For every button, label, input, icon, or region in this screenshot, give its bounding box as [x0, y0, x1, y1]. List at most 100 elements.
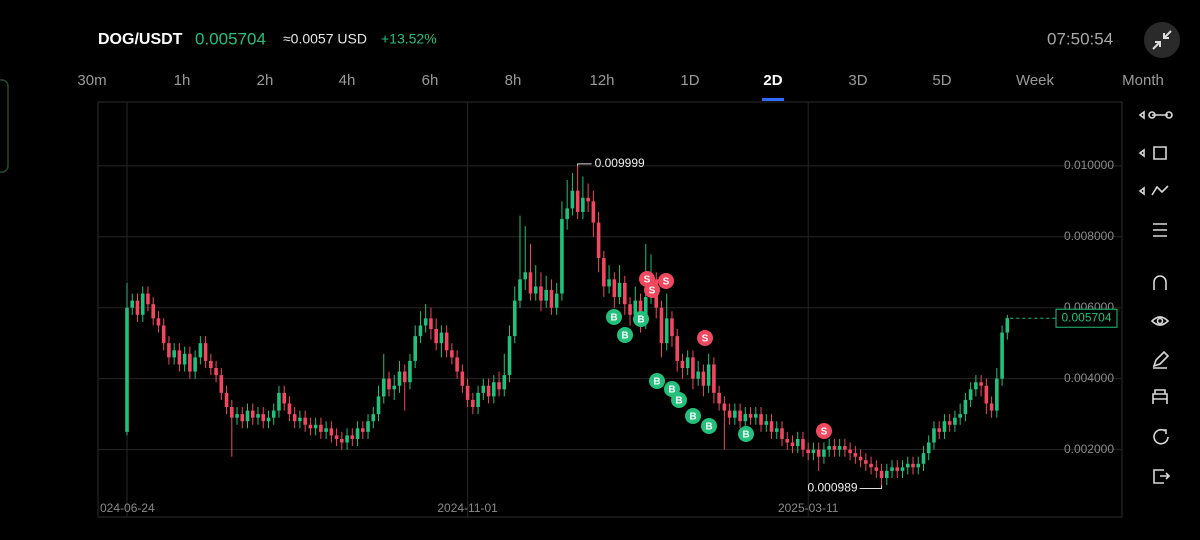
- icon: [1152, 30, 1172, 50]
- timeframe-tab[interactable]: Week: [1016, 72, 1055, 89]
- candle-body: [308, 424, 313, 429]
- high-connector: [577, 163, 592, 166]
- trade-marker[interactable]: S: [658, 273, 674, 289]
- tool-eye[interactable]: [1150, 316, 1170, 326]
- timeframe-tab[interactable]: 5D: [932, 72, 951, 89]
- trade-marker[interactable]: S: [816, 423, 832, 439]
- candle-body: [361, 428, 365, 432]
- candle-body: [523, 272, 528, 280]
- candle-body: [235, 414, 239, 418]
- candle-body: [659, 307, 664, 344]
- tool-fib[interactable]: [1138, 185, 1169, 196]
- candle-body: [748, 414, 753, 418]
- high-label: 0.009999: [595, 156, 645, 170]
- candle-body: [727, 410, 732, 418]
- trade-marker[interactable]: B: [633, 311, 649, 327]
- candle-body: [392, 385, 397, 390]
- candle-body: [539, 286, 543, 301]
- trade-marker[interactable]: S: [697, 330, 713, 346]
- trade-marker[interactable]: B: [649, 373, 665, 389]
- button-bg: [1144, 22, 1180, 58]
- candle-body: [135, 300, 140, 315]
- candle-body: [947, 421, 952, 425]
- tool-shape[interactable]: [1138, 146, 1167, 160]
- trade-marker[interactable]: B: [701, 418, 717, 434]
- timeframe-tab[interactable]: 3D: [848, 72, 867, 89]
- y-tick-label: 0.002000: [1064, 442, 1114, 456]
- candle-body: [895, 467, 900, 471]
- timeframe-tab[interactable]: 30m: [77, 72, 106, 89]
- candle-body: [926, 442, 931, 454]
- timeframe-tab[interactable]: 1D: [680, 72, 699, 89]
- trade-marker[interactable]: B: [617, 327, 633, 343]
- candle-body: [733, 410, 737, 418]
- candle-body: [774, 428, 779, 432]
- candle-body: [245, 410, 250, 422]
- candle-body: [769, 421, 774, 432]
- candle-body: [827, 446, 831, 450]
- candle-body: [334, 435, 339, 439]
- candle-body: [172, 350, 176, 358]
- candle-body: [209, 360, 213, 369]
- timeframe-tab[interactable]: 1h: [174, 72, 191, 89]
- timeframe-tab[interactable]: Month: [1122, 72, 1164, 89]
- trade-marker[interactable]: B: [671, 392, 687, 408]
- candle-body: [528, 272, 533, 294]
- candle-body: [675, 336, 679, 361]
- trade-marker-label: B: [668, 385, 675, 396]
- tool-draw[interactable]: [1152, 350, 1170, 369]
- clock: 07:50:54: [1047, 29, 1113, 48]
- candle-body: [932, 428, 936, 443]
- candle-body: [355, 428, 360, 439]
- candle-body: [161, 325, 166, 344]
- plot-frame: [97, 101, 1123, 518]
- trade-marker[interactable]: B: [606, 309, 622, 325]
- candle-body: [612, 279, 617, 298]
- timeframe-tab[interactable]: 4h: [339, 72, 356, 89]
- candle-body: [816, 449, 821, 457]
- candle-body: [387, 378, 391, 390]
- tool-dot: [1148, 111, 1156, 119]
- pair[interactable]: DOG/USDT: [98, 31, 183, 48]
- timeframe-tab[interactable]: 6h: [422, 72, 439, 89]
- candle-body: [167, 343, 171, 358]
- candle-body: [701, 371, 706, 386]
- tool-lock[interactable]: [1152, 389, 1168, 404]
- candle-body: [502, 375, 507, 390]
- trade-marker[interactable]: B: [738, 426, 754, 442]
- trade-marker[interactable]: S: [644, 282, 660, 298]
- timeframe-tab[interactable]: 2D: [763, 72, 782, 89]
- candle-body: [874, 467, 879, 471]
- last-price-label: 0.005704: [1061, 310, 1111, 324]
- candle-body: [837, 446, 842, 450]
- candle-body: [130, 300, 135, 308]
- last-price-tag: [1055, 308, 1118, 328]
- tool-indicators[interactable]: [1153, 223, 1167, 237]
- candle-body: [481, 385, 486, 393]
- candle-body: [743, 414, 748, 422]
- candle-body: [963, 399, 968, 415]
- tool-exit[interactable]: [1153, 469, 1171, 484]
- candle-body: [575, 190, 580, 212]
- last-price: 0.005704: [195, 29, 266, 48]
- timeframe-tab[interactable]: 12h: [589, 72, 614, 89]
- candle-body: [890, 467, 894, 471]
- candle-body: [664, 318, 669, 344]
- tool-magnet[interactable]: [1153, 275, 1167, 290]
- trade-marker-dot: [697, 330, 713, 346]
- candle-body: [607, 279, 611, 287]
- timeframe-tab[interactable]: 8h: [505, 72, 522, 89]
- candle-body: [858, 456, 863, 461]
- tool-eye-pupil: [1156, 317, 1164, 325]
- candle-body: [460, 371, 465, 386]
- candle-body: [471, 399, 475, 408]
- collapse-button[interactable]: [1144, 22, 1180, 58]
- change: +13.52%: [381, 31, 437, 47]
- x-tick-label: 024-06-24: [100, 501, 155, 515]
- candle-body: [722, 403, 727, 411]
- tool-reset[interactable]: [1153, 428, 1169, 445]
- timeframe-tab[interactable]: 2h: [257, 72, 274, 89]
- candle-body: [696, 371, 700, 379]
- side-handle[interactable]: [0, 79, 9, 173]
- trade-marker[interactable]: B: [685, 408, 701, 424]
